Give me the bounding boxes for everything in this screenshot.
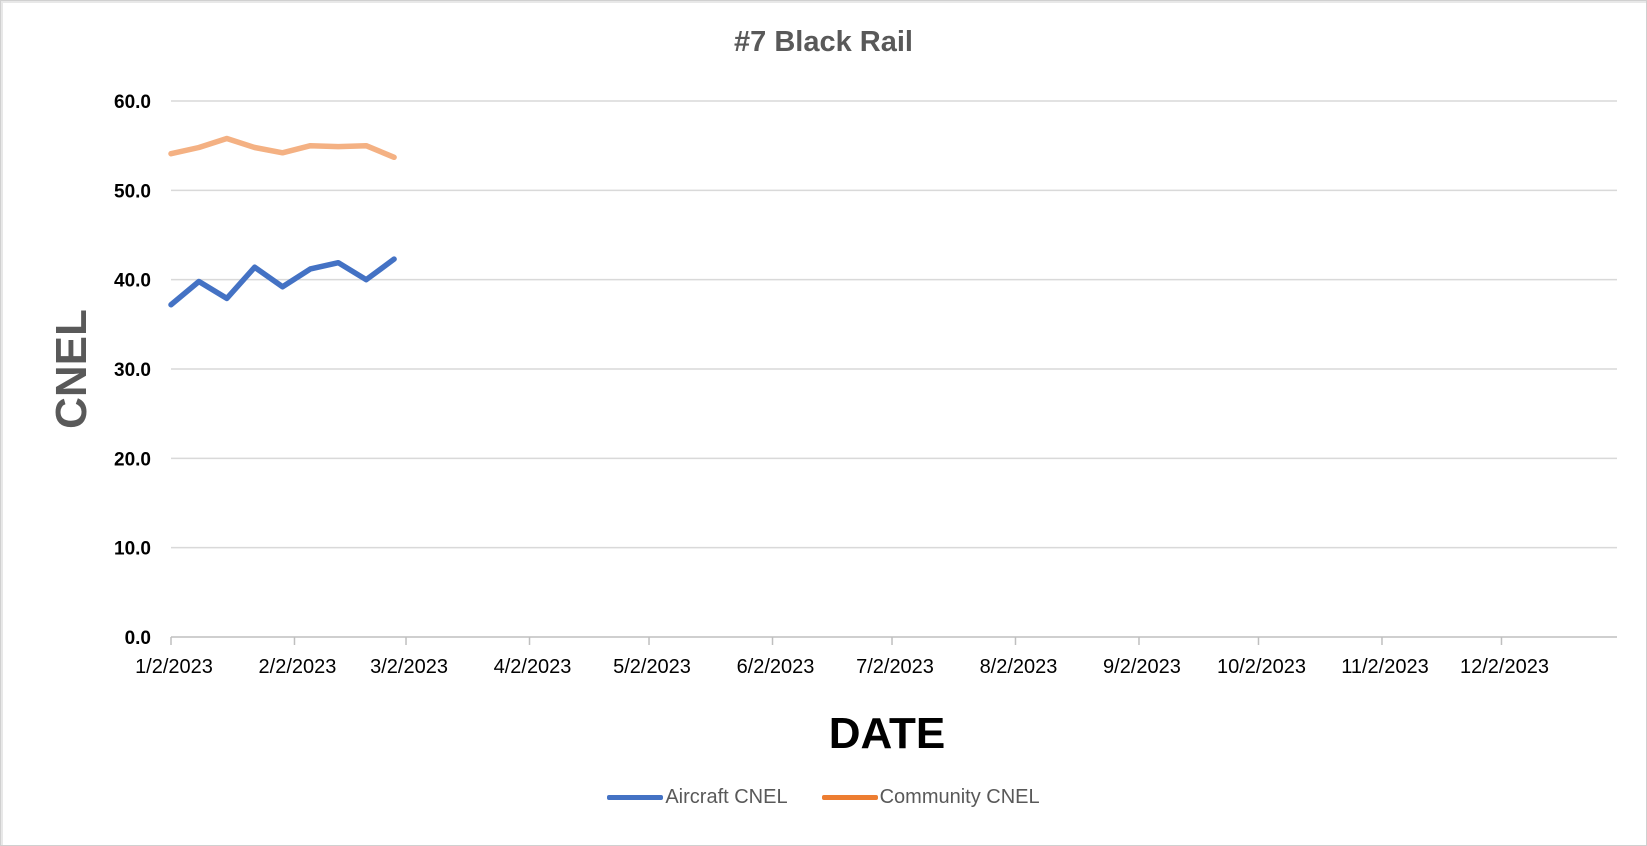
series-line-aircraft	[168, 256, 397, 308]
legend-swatch-aircraft	[607, 795, 664, 800]
y-tick-label: 30.0	[114, 360, 151, 381]
legend-label-community: Community CNEL	[879, 786, 1040, 808]
legend-item-aircraft: Aircraft CNEL	[607, 786, 788, 809]
y-axis-title: CNEL	[47, 309, 96, 429]
y-tick-label: 40.0	[114, 271, 151, 292]
x-tick-label: 6/2/2023	[737, 656, 815, 678]
x-tick-label: 1/2/2023	[135, 656, 213, 678]
y-tick-label: 20.0	[114, 449, 151, 470]
x-tick-label: 3/2/2023	[370, 656, 448, 678]
x-tick-label: 12/2/2023	[1460, 656, 1549, 678]
x-axis-title: DATE	[829, 709, 946, 758]
y-tick-label: 0.0	[125, 628, 151, 649]
y-tick-label: 60.0	[114, 92, 151, 113]
legend-swatch-community	[821, 795, 878, 800]
x-tick-label: 2/2/2023	[259, 656, 337, 678]
x-tick-label: 7/2/2023	[856, 656, 934, 678]
legend-item-community: Community CNEL	[821, 786, 1040, 809]
x-tick-label: 4/2/2023	[494, 656, 572, 678]
x-tick-label: 11/2/2023	[1341, 656, 1429, 678]
x-tick-label: 9/2/2023	[1103, 656, 1181, 678]
x-tick-label: 10/2/2023	[1217, 656, 1306, 678]
y-tick-label: 50.0	[114, 181, 151, 202]
series-line-community	[168, 135, 397, 161]
x-tick-label: 8/2/2023	[980, 656, 1058, 678]
legend: Aircraft CNEL Community CNEL	[0, 786, 1647, 809]
legend-label-aircraft: Aircraft CNEL	[665, 786, 788, 808]
y-tick-label: 10.0	[114, 539, 151, 560]
chart-title: #7 Black Rail	[734, 26, 913, 58]
x-tick-label: 5/2/2023	[613, 656, 691, 678]
